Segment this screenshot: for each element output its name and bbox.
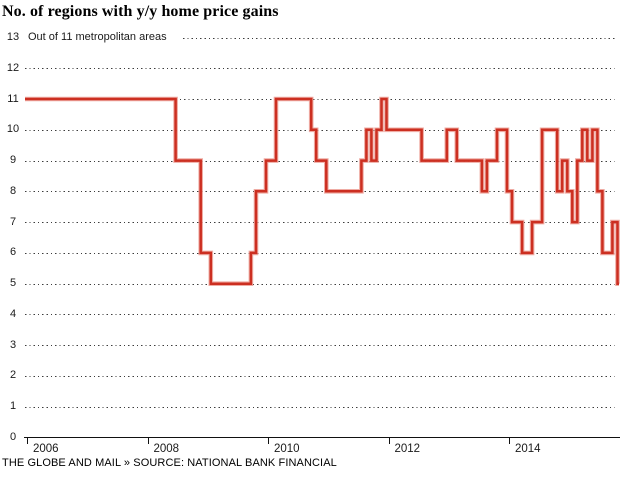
x-axis-tick-label: 2012 <box>394 443 421 455</box>
y-axis-tick-label: 7 <box>9 215 17 228</box>
x-axis-tick-label: 2010 <box>274 443 300 455</box>
y-axis-tick-label: 5 <box>9 277 17 290</box>
y-axis-tick-label: 13 <box>6 31 20 43</box>
y-axis-tick-label: 9 <box>9 154 17 167</box>
y-axis-tick-label: 0 <box>9 431 17 443</box>
y-axis-tick-label: 3 <box>9 338 17 351</box>
y-axis-tick-label: 10 <box>6 123 20 136</box>
price-gains-line <box>25 97 619 285</box>
y-axis-tick-label: 6 <box>9 246 17 259</box>
y-axis-tick-label: 12 <box>6 61 20 74</box>
chart-subtitle: Out of 11 metropolitan areas <box>28 31 167 43</box>
x-axis-tick-label: 2008 <box>153 443 180 455</box>
y-axis-tick-label: 11 <box>7 92 19 105</box>
chart-title: No. of regions with y/y home price gains <box>2 3 279 20</box>
x-axis-tick-label: 2006 <box>33 443 59 455</box>
y-axis-tick-label: 8 <box>9 184 17 197</box>
x-axis-tick-label: 2014 <box>515 443 541 455</box>
y-axis-tick-label: 2 <box>9 369 17 382</box>
y-axis-tick-label: 1 <box>9 400 17 413</box>
source-credit: THE GLOBE AND MAIL » SOURCE: NATIONAL BA… <box>2 457 337 469</box>
y-axis-tick-label: 4 <box>9 307 17 320</box>
